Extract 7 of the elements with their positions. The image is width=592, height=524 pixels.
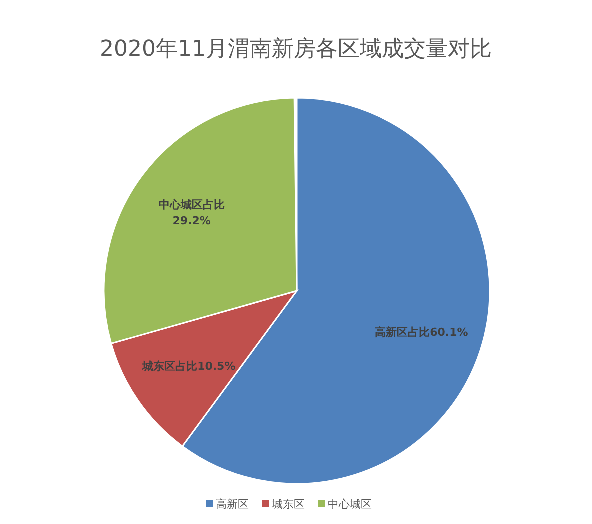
legend-label: 城东区 bbox=[271, 498, 305, 511]
data-label: 城东区占比10.5% bbox=[142, 360, 236, 373]
data-label: 中心城区占比 29.2% bbox=[158, 198, 225, 228]
legend-label: 高新区 bbox=[216, 498, 249, 511]
legend-label: 中心城区 bbox=[328, 498, 372, 511]
data-label: 高新区占比60.1% bbox=[375, 326, 468, 339]
chart-title: 2020年11月渭南新房各区域成交量对比 bbox=[100, 37, 492, 62]
